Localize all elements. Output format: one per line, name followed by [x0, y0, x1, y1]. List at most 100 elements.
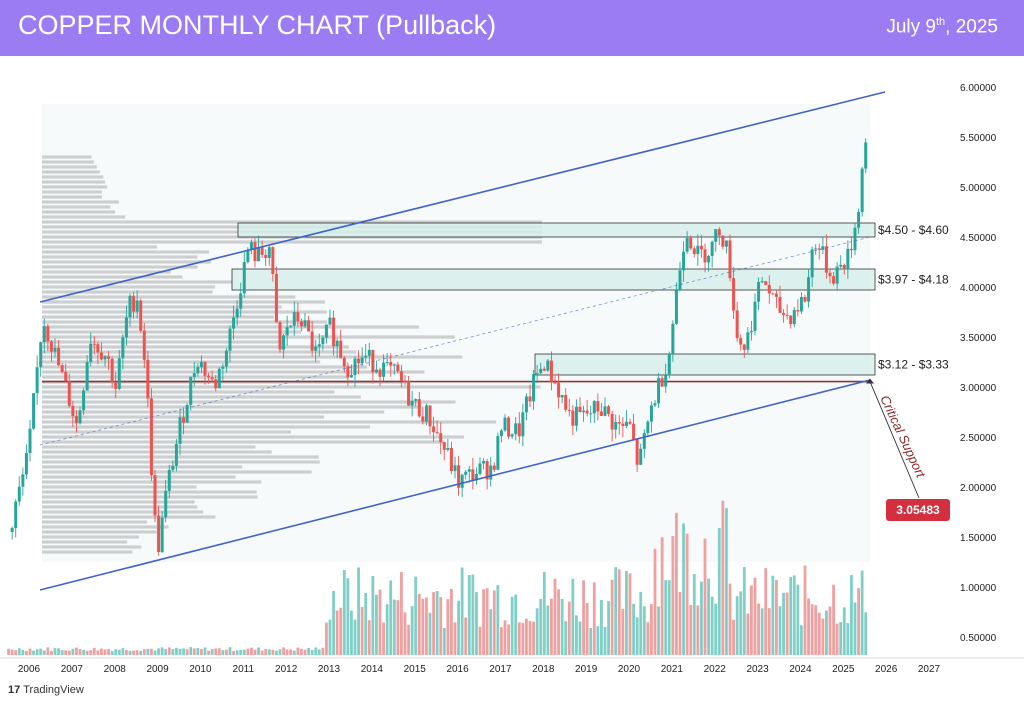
- volume-bar: [628, 573, 632, 655]
- candle-body: [707, 255, 711, 263]
- candle-body: [24, 453, 28, 475]
- volume-bar: [742, 567, 746, 655]
- volume-bar: [846, 623, 850, 655]
- volume-profile-bar: [42, 490, 257, 494]
- support-value-badge: [886, 499, 950, 521]
- candle-body: [735, 310, 739, 339]
- volume-profile-bar: [42, 255, 198, 259]
- candle-body: [149, 398, 153, 476]
- axes: 6.00000 5.50000 5.00000 4.50000 4.00000 3.500…: [0, 83, 1024, 675]
- volume-bar: [525, 618, 528, 655]
- volume-bar: [492, 590, 496, 655]
- volume-profile-bar: [42, 550, 133, 554]
- candle-body: [789, 315, 793, 325]
- volume-bar: [700, 581, 703, 655]
- volume-bar: [185, 649, 189, 655]
- candle-body: [357, 358, 361, 364]
- volume-bar: [189, 647, 193, 655]
- volume-bar: [542, 571, 546, 655]
- tradingview-logo-icon: 17: [8, 684, 21, 696]
- volume-bar: [850, 575, 853, 655]
- candle-body: [182, 417, 186, 423]
- volume-profile-bar: [42, 330, 301, 334]
- volume-bar: [478, 626, 482, 655]
- candle-body: [792, 310, 796, 325]
- volume-bar: [57, 648, 60, 655]
- time-tick-label: 2013: [318, 664, 341, 675]
- time-tick-label: 2006: [18, 664, 41, 675]
- volume-bar: [717, 527, 721, 655]
- candle-body: [17, 486, 21, 502]
- candle-body: [532, 374, 536, 402]
- candle-body: [199, 361, 203, 368]
- candle-body: [510, 434, 514, 437]
- volume-bar: [271, 649, 275, 655]
- candle-body: [799, 297, 803, 312]
- candle-body: [228, 328, 232, 351]
- candle-body: [849, 248, 853, 251]
- candle-body: [367, 349, 371, 356]
- volume-bar: [617, 569, 621, 655]
- candle-body: [96, 344, 100, 353]
- volume-profile-bar: [42, 375, 349, 379]
- candle-body: [328, 317, 332, 325]
- volume-bar: [714, 603, 718, 655]
- volume-profile-bar: [42, 210, 115, 214]
- volume-bar: [292, 650, 296, 655]
- volume-profile-bar: [42, 500, 195, 504]
- volume-bar: [632, 603, 635, 655]
- volume-bar: [635, 617, 639, 655]
- volume-profile-bar: [42, 195, 102, 199]
- volume-profile-bar: [42, 360, 321, 364]
- price-zones: $4.50 - $4.60 $3.97 - $4.18 $3.12 - $3.33: [42, 222, 949, 383]
- candle-body: [299, 321, 303, 327]
- volume-bar: [471, 574, 475, 655]
- candle-body: [235, 308, 239, 318]
- volume-bar: [28, 648, 32, 655]
- volume-bar: [375, 594, 378, 655]
- volume-bar: [150, 648, 153, 655]
- volume-bar: [807, 598, 810, 655]
- candle-body: [324, 324, 328, 338]
- candle-body: [142, 330, 146, 360]
- volume-bar: [671, 536, 675, 655]
- volume-bar: [153, 650, 157, 655]
- candle-body: [21, 474, 25, 487]
- volume-bar: [167, 647, 171, 655]
- chart-title: COPPER MONTHLY CHART (Pullback): [18, 10, 497, 40]
- volume-bar: [300, 648, 303, 655]
- volume-bar: [232, 650, 235, 655]
- volume-bar: [364, 592, 368, 655]
- candle-body: [82, 390, 86, 411]
- volume-bar: [446, 599, 450, 655]
- channel-midline: [39, 236, 871, 446]
- volume-bar: [682, 523, 685, 655]
- candle-body: [253, 242, 257, 262]
- candle-body: [546, 360, 550, 371]
- candle-body: [264, 254, 268, 259]
- volume-bar: [96, 650, 100, 655]
- volume-bar: [521, 622, 525, 655]
- candle-body: [10, 527, 14, 532]
- candle-body: [524, 396, 528, 413]
- candle-body: [246, 249, 250, 263]
- candle-body: [499, 430, 503, 437]
- copper-chart[interactable]: $4.50 - $4.60$3.97 - $4.18$3.12 - $3.33 …: [0, 56, 1024, 684]
- volume-profile-bar: [42, 420, 497, 424]
- volume-bar: [385, 604, 389, 655]
- price-tick-label: 1.50000: [960, 533, 997, 544]
- volume-bar: [467, 574, 471, 655]
- volume-bar: [160, 647, 164, 655]
- volume-bar: [457, 600, 460, 655]
- candle-body: [132, 295, 136, 312]
- candle-body: [89, 343, 93, 363]
- candle-body: [660, 378, 664, 387]
- volume-bar: [328, 619, 332, 655]
- candle-body: [824, 246, 828, 273]
- volume-profile-bar: [42, 170, 100, 174]
- candle-body: [64, 371, 68, 382]
- volume-profile-bar: [42, 460, 320, 464]
- volume-bar: [25, 650, 28, 655]
- candle-body: [346, 366, 350, 378]
- price-tick-label: 4.50000: [960, 233, 997, 244]
